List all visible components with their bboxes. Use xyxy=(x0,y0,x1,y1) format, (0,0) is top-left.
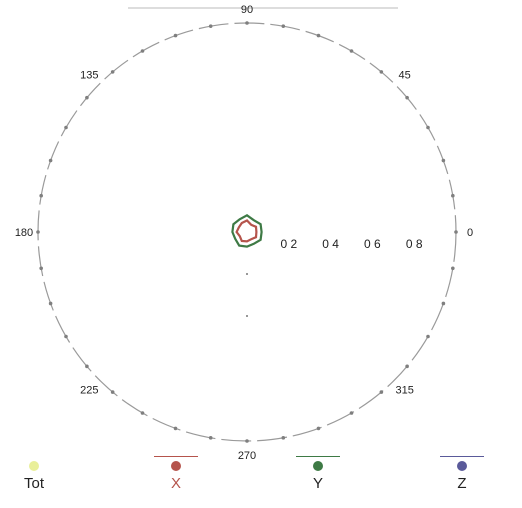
legend-marker-z xyxy=(457,461,467,471)
angle-label: 180 xyxy=(15,227,33,239)
legend-marker-x xyxy=(171,461,181,471)
legend-marker-tot xyxy=(29,461,39,471)
angle-labels: 90 45 0 315 270 225 180 135 xyxy=(15,4,473,462)
radial-tick-label: 0 6 xyxy=(364,237,381,251)
ring-marker xyxy=(316,33,321,38)
ring-marker xyxy=(85,364,89,369)
angle-label: 0 xyxy=(467,227,473,239)
ring-marker xyxy=(316,426,321,431)
ring-marker xyxy=(454,230,458,234)
ring-marker xyxy=(426,125,430,130)
ring-marker xyxy=(379,70,384,74)
ring-marker xyxy=(379,390,384,394)
legend-item-y: Y xyxy=(288,456,348,493)
ring-marker xyxy=(451,193,455,198)
angle-label: 90 xyxy=(241,4,253,16)
ring-marker xyxy=(110,390,115,394)
ring-marker xyxy=(140,411,145,415)
ring-marker xyxy=(245,21,249,25)
ring-marker xyxy=(349,49,354,53)
radial-tick-label: 0 2 xyxy=(280,237,297,251)
ring-marker xyxy=(39,193,43,198)
legend-line-x xyxy=(154,456,198,457)
ring-marker xyxy=(48,158,53,163)
legend-line-tot xyxy=(12,456,56,457)
ring-marker xyxy=(39,266,43,271)
radial-tick-labels: 0 2 0 4 0 6 0 8 xyxy=(280,237,422,251)
series-layer xyxy=(231,214,263,248)
legend-item-tot: Tot xyxy=(4,456,64,493)
ring-marker xyxy=(451,266,455,271)
legend-line-y xyxy=(296,456,340,457)
ring-marker xyxy=(173,33,178,38)
legend-item-z: Z xyxy=(432,456,492,493)
angle-label: 135 xyxy=(80,69,98,81)
angle-label: 45 xyxy=(399,69,411,81)
radial-tick-label: 0 8 xyxy=(406,237,423,251)
ring-marker xyxy=(110,70,115,74)
ring-marker xyxy=(64,334,68,339)
legend-line-z xyxy=(440,456,484,457)
ring-marker xyxy=(405,95,409,100)
outer-ring xyxy=(37,22,457,442)
ring-markers xyxy=(36,21,458,443)
legend-label-y: Y xyxy=(312,475,323,492)
ring-marker xyxy=(64,125,68,130)
ring-marker xyxy=(245,439,249,443)
series-line-x xyxy=(235,219,258,243)
angle-label: 315 xyxy=(396,385,414,397)
ring-marker xyxy=(36,230,40,234)
ring-marker xyxy=(281,24,286,28)
legend-label-tot: Tot xyxy=(23,475,44,492)
legend-item-x: X xyxy=(146,456,206,493)
ring-marker xyxy=(441,301,446,306)
ring-marker xyxy=(405,364,409,369)
ring-marker xyxy=(208,24,213,28)
angle-label: 225 xyxy=(80,385,98,397)
ring-marker xyxy=(426,334,430,339)
ring-marker xyxy=(441,158,446,163)
angle-label: 270 xyxy=(238,450,256,462)
ring-marker xyxy=(208,436,213,440)
series-line-y xyxy=(231,214,263,248)
ring-marker xyxy=(85,95,89,100)
legend-label-z: Z xyxy=(457,475,467,492)
center-mark-1 xyxy=(246,273,248,275)
radial-tick-label: 0 4 xyxy=(322,237,339,251)
legend-marker-y xyxy=(313,461,323,471)
ring-marker xyxy=(140,49,145,53)
ring-marker xyxy=(349,411,354,415)
ring-marker xyxy=(48,301,53,306)
ring-marker xyxy=(281,436,286,440)
legend-label-x: X xyxy=(170,475,181,492)
ring-marker xyxy=(173,426,178,431)
center-mark-2 xyxy=(246,315,248,317)
